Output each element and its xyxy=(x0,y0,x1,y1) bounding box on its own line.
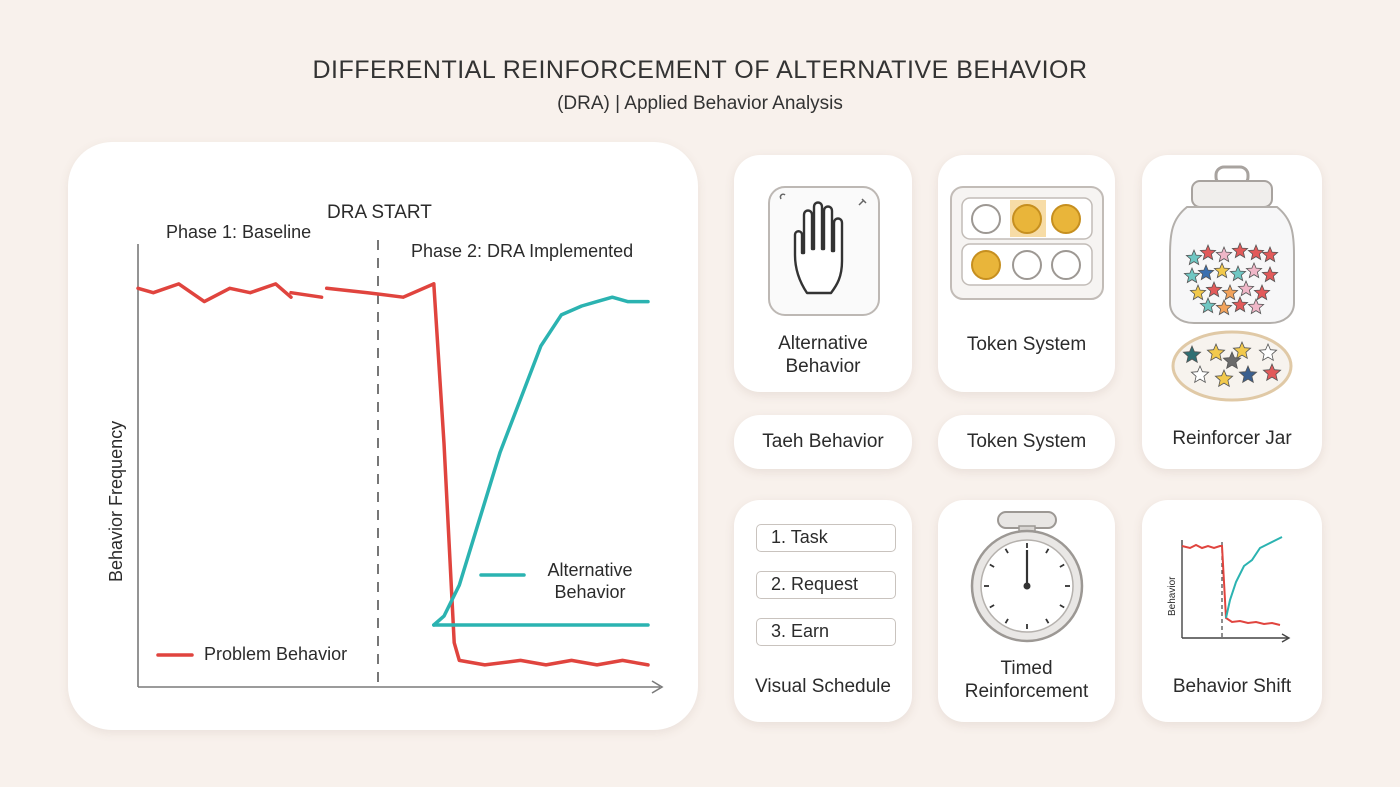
card-visual-schedule[interactable]: 1. Task 2. Request 3. Earn Visual Schedu… xyxy=(734,500,912,722)
phase-1-label: Phase 1: Baseline xyxy=(166,222,311,242)
series-layer xyxy=(136,282,650,667)
stopwatch-tick xyxy=(1004,548,1009,554)
stopwatch-tick xyxy=(1004,618,1009,624)
jar-star-icon xyxy=(1229,264,1247,282)
plate-star-icon xyxy=(1190,364,1210,384)
plate-star-icon xyxy=(1206,342,1226,362)
jar-star-icon xyxy=(1231,241,1249,259)
behavior-chart: DRA START Phase 1: Baseline Phase 2: DRA… xyxy=(106,202,664,694)
schedule-item-task: 1. Task xyxy=(756,524,896,552)
schedule-item-earn: 3. Earn xyxy=(756,618,896,646)
dra-start-annotation: DRA START xyxy=(327,202,432,223)
jar-star-icon xyxy=(1215,298,1233,316)
problem-behavior-line-segment-1 xyxy=(289,290,324,299)
problem-behavior-line-segment-2 xyxy=(324,282,436,299)
x-axis-arrow xyxy=(651,680,664,694)
schedule-item-request: 2. Request xyxy=(756,571,896,599)
plate-star-icon xyxy=(1258,342,1278,362)
legend-label-alternative-line1: Alternative xyxy=(547,560,632,580)
star-plate-icon xyxy=(1171,330,1293,402)
hand-icon xyxy=(768,186,880,316)
plate-star-icon xyxy=(1238,364,1258,384)
token-board-icon xyxy=(950,186,1104,300)
jar-star-icon xyxy=(1197,263,1215,281)
card-behavior-shift[interactable]: Behavior Behavior Shift xyxy=(1142,500,1322,722)
jar-star-icon xyxy=(1185,248,1203,266)
card-reinforcer-jar[interactable]: Reinforcer Jar xyxy=(1142,155,1322,469)
card-behavior-shift-label: Behavior Shift xyxy=(1172,676,1292,697)
card-visual-schedule-label: Visual Schedule xyxy=(755,676,891,697)
card-token-system-small-label: Token System xyxy=(966,431,1087,452)
jar-star-icon xyxy=(1261,265,1279,283)
phase-2-label: Phase 2: DRA Implemented xyxy=(411,241,633,261)
stopwatch-tick xyxy=(989,604,995,609)
stopwatch-tick xyxy=(989,563,995,568)
jar-star-icon xyxy=(1237,279,1255,297)
chart-panel: DRA START Phase 1: Baseline Phase 2: DRA… xyxy=(68,142,698,730)
card-timed-reinforcement[interactable]: Timed Reinforcement xyxy=(938,500,1115,722)
jar-star-icon xyxy=(1213,261,1231,279)
plate-star-icon xyxy=(1182,344,1202,364)
stopwatch-tick xyxy=(1059,563,1065,568)
y-axis-label: Behavior Frequency xyxy=(106,421,126,582)
jar-star-icon xyxy=(1189,283,1207,301)
page-subtitle: (DRA) | Applied Behavior Analysis xyxy=(557,93,843,114)
stopwatch-tick xyxy=(1045,618,1050,624)
jar-star-icon xyxy=(1221,283,1239,301)
card-token-system[interactable]: Token System xyxy=(938,155,1115,392)
page-title: DIFFERENTIAL REINFORCEMENT OF ALTERNATIV… xyxy=(312,56,1088,84)
legend-label-problem: Problem Behavior xyxy=(204,644,347,664)
card-token-system-small[interactable]: Token System xyxy=(938,415,1115,469)
alternative-behavior-line-segment-1 xyxy=(432,295,650,627)
jar-star-icon xyxy=(1231,295,1249,313)
card-task-behavior-label: Taeh Behavior xyxy=(762,431,884,452)
jar-star-icon xyxy=(1247,243,1265,261)
jar-star-icon xyxy=(1199,296,1217,314)
card-timed-reinforcement-label: Timed Reinforcement xyxy=(964,658,1089,702)
jar-star-icon xyxy=(1205,280,1223,298)
stopwatch-tick xyxy=(1059,604,1065,609)
problem-behavior-line-segment-0 xyxy=(136,282,293,304)
jar-star-icon xyxy=(1245,261,1263,279)
mini-chart-icon: Behavior xyxy=(1167,536,1291,643)
problem-behavior-line-segment-3 xyxy=(432,282,650,667)
plate-star-icon xyxy=(1214,368,1234,388)
jar-star-icon xyxy=(1215,245,1233,263)
star-jar-icon xyxy=(1169,165,1295,402)
mini-chart-axis-label: Behavior xyxy=(1167,576,1178,616)
card-reinforcer-jar-label: Reinforcer Jar xyxy=(1172,428,1292,449)
plate-star-icon xyxy=(1232,340,1252,360)
plate-star-icon xyxy=(1222,350,1242,370)
stopwatch-tick xyxy=(1045,548,1050,554)
plate-star-icon xyxy=(1262,362,1282,382)
card-task-behavior[interactable]: Taeh Behavior xyxy=(734,415,912,469)
legend-label-alternative-line2: Behavior xyxy=(554,582,625,602)
card-token-system-label: Token System xyxy=(966,334,1087,355)
jar-star-icon xyxy=(1199,243,1217,261)
jar-star-icon xyxy=(1253,283,1271,301)
card-alternative-behavior[interactable]: Alternative Behavior xyxy=(734,155,912,392)
jar-star-icon xyxy=(1261,245,1279,263)
jar-star-icon xyxy=(1247,297,1265,315)
card-alternative-behavior-label: Alternative Behavior xyxy=(778,333,868,377)
jar-star-icon xyxy=(1183,266,1201,284)
stopwatch-icon xyxy=(970,511,1084,643)
